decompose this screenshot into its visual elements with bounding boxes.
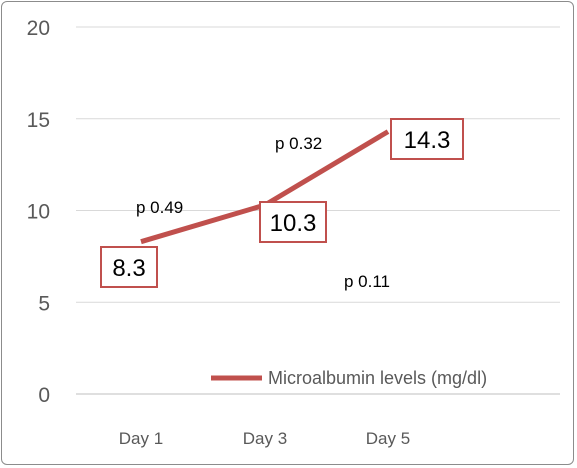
- p-value-annotation-1: p 0.49: [136, 198, 183, 217]
- y-tick-label-10: 10: [27, 201, 50, 224]
- p-value-annotation-3: p 0.11: [344, 272, 390, 291]
- gridlines: [76, 26, 560, 395]
- data-label-1: 8.3: [112, 255, 145, 282]
- x-axis-tick-labels: Day 1 Day 3 Day 5: [119, 429, 410, 448]
- legend: Microalbumin levels (mg/dl): [211, 368, 487, 388]
- x-tick-label-1: Day 1: [119, 429, 163, 448]
- data-labels: 8.3 10.3 14.3: [100, 118, 464, 288]
- y-tick-label-20: 20: [27, 17, 50, 40]
- y-tick-label-5: 5: [38, 292, 50, 315]
- data-label-box-2: [259, 201, 327, 243]
- data-label-box-3: [390, 118, 464, 160]
- y-axis-tick-labels: 0 5 10 15 20: [27, 17, 50, 407]
- data-label-box-1: [100, 246, 158, 288]
- x-tick-label-3: Day 5: [366, 429, 410, 448]
- p-value-annotation-2: p 0.32: [275, 134, 322, 153]
- data-label-3: 14.3: [404, 127, 451, 154]
- legend-label: Microalbumin levels (mg/dl): [268, 368, 487, 388]
- y-tick-label-15: 15: [27, 109, 50, 132]
- p-value-annotations: p 0.49 p 0.32 p 0.11: [136, 134, 390, 291]
- data-label-2: 10.3: [270, 210, 317, 237]
- y-tick-label-0: 0: [38, 384, 50, 407]
- x-tick-label-2: Day 3: [243, 429, 287, 448]
